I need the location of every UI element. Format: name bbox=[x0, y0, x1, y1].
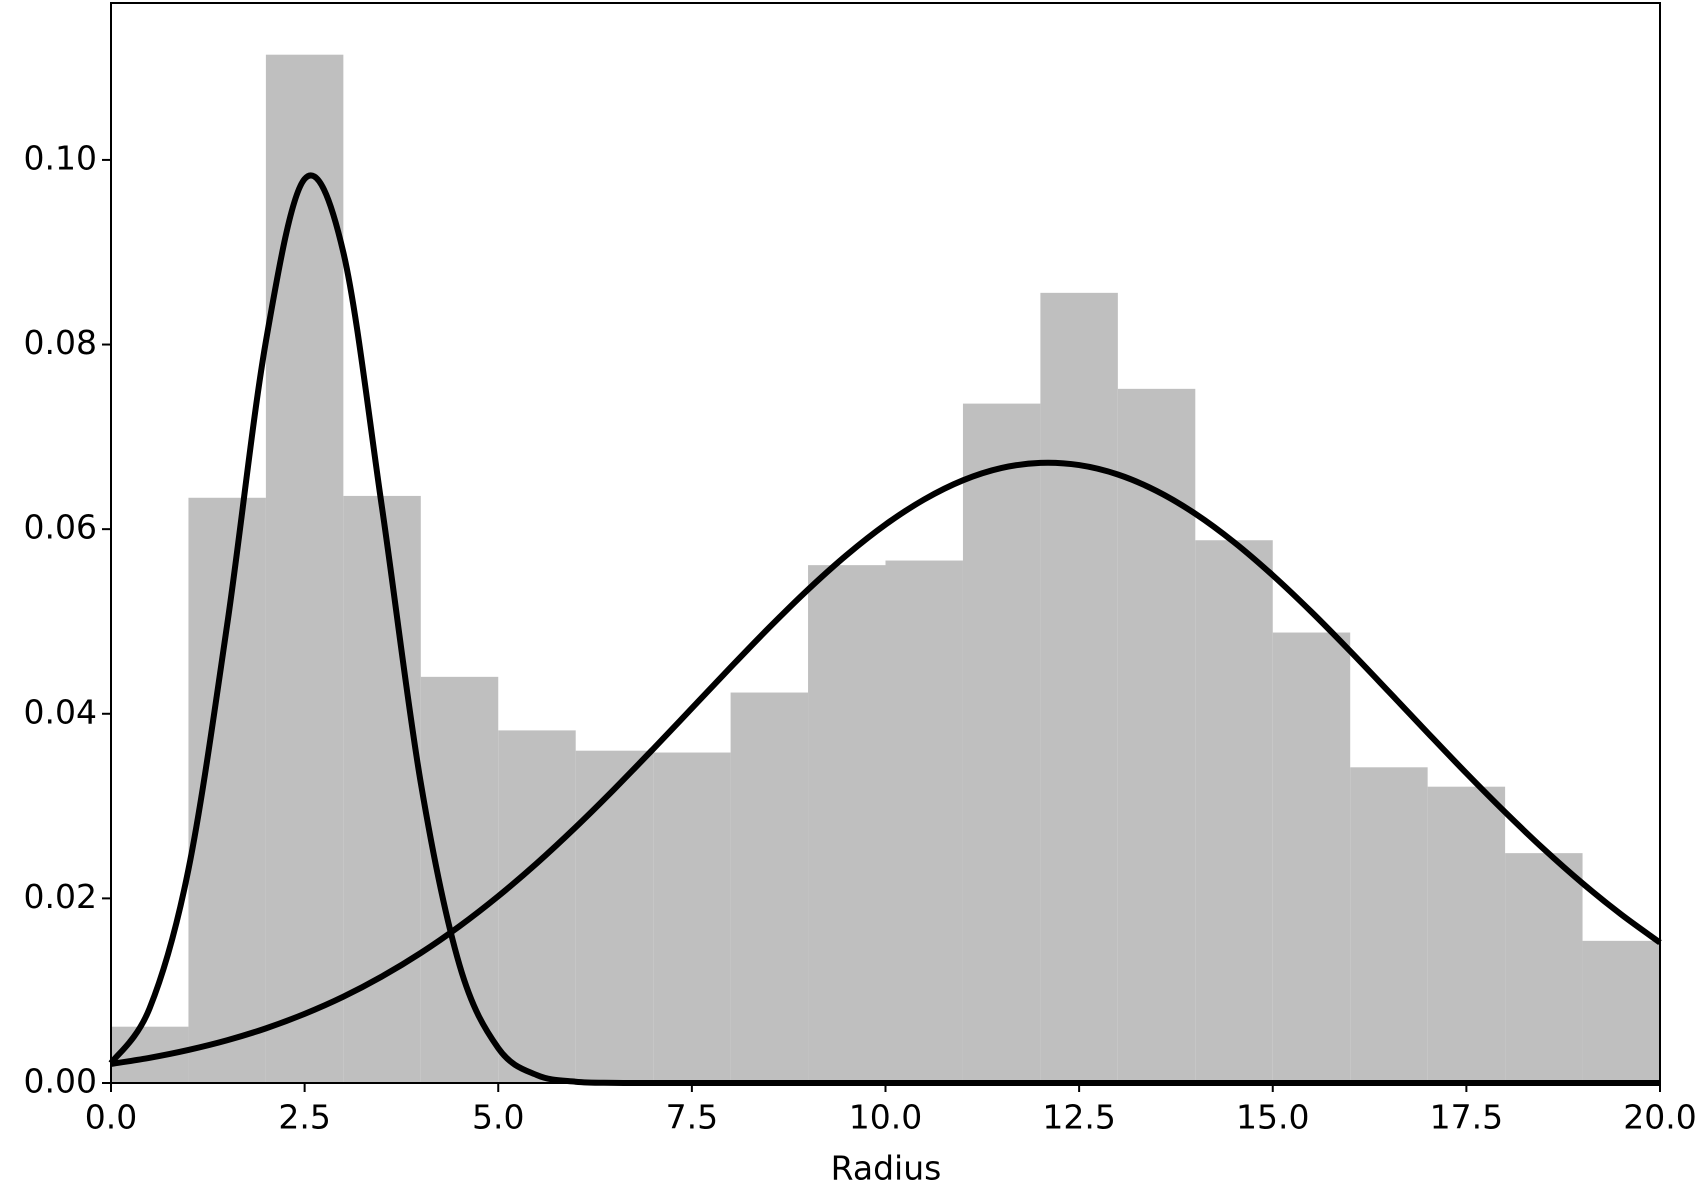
x-tick-label: 5.0 bbox=[472, 1098, 524, 1137]
histogram-bar bbox=[808, 565, 886, 1083]
y-tick-label: 0.08 bbox=[24, 323, 97, 362]
histogram-bar bbox=[1427, 786, 1506, 1083]
y-tick-label: 0.10 bbox=[24, 138, 97, 177]
histogram-bar bbox=[1195, 540, 1273, 1083]
y-tick-label: 0.02 bbox=[24, 877, 97, 916]
y-tick-label: 0.06 bbox=[24, 508, 97, 547]
x-tick-label: 15.0 bbox=[1236, 1098, 1309, 1137]
histogram-bar bbox=[1350, 767, 1428, 1083]
histogram-bar bbox=[575, 750, 654, 1083]
histogram-bar bbox=[730, 692, 809, 1083]
x-tick-label: 20.0 bbox=[1623, 1098, 1696, 1137]
histogram-bar bbox=[885, 560, 963, 1083]
histogram-bar bbox=[962, 403, 1041, 1084]
histogram-bar bbox=[1272, 632, 1351, 1083]
y-tick-label: 0.04 bbox=[24, 692, 97, 731]
x-tick-label: 0.0 bbox=[85, 1098, 137, 1137]
x-tick-label: 2.5 bbox=[278, 1098, 330, 1137]
x-axis-label: Radius bbox=[831, 1149, 942, 1186]
histogram-bar bbox=[343, 495, 421, 1083]
y-tick-label: 0.00 bbox=[24, 1062, 97, 1101]
x-tick-label: 12.5 bbox=[1042, 1098, 1115, 1137]
x-tick-label: 10.0 bbox=[849, 1098, 922, 1137]
histogram-bar bbox=[1040, 292, 1118, 1083]
histogram-bar bbox=[420, 676, 499, 1083]
histogram-bar bbox=[265, 54, 344, 1084]
histogram-bar bbox=[1582, 940, 1660, 1083]
x-tick-label: 17.5 bbox=[1430, 1098, 1503, 1137]
histogram-bar bbox=[1505, 853, 1583, 1083]
density-curve bbox=[110, 459, 1662, 1067]
x-tick-label: 7.5 bbox=[666, 1098, 718, 1137]
histogram-bar bbox=[498, 730, 576, 1083]
histogram-bar bbox=[653, 752, 731, 1083]
